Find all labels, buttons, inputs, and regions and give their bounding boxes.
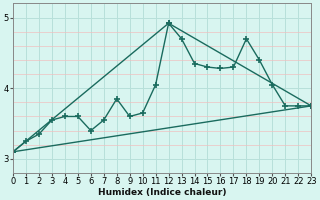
X-axis label: Humidex (Indice chaleur): Humidex (Indice chaleur) xyxy=(98,188,226,197)
